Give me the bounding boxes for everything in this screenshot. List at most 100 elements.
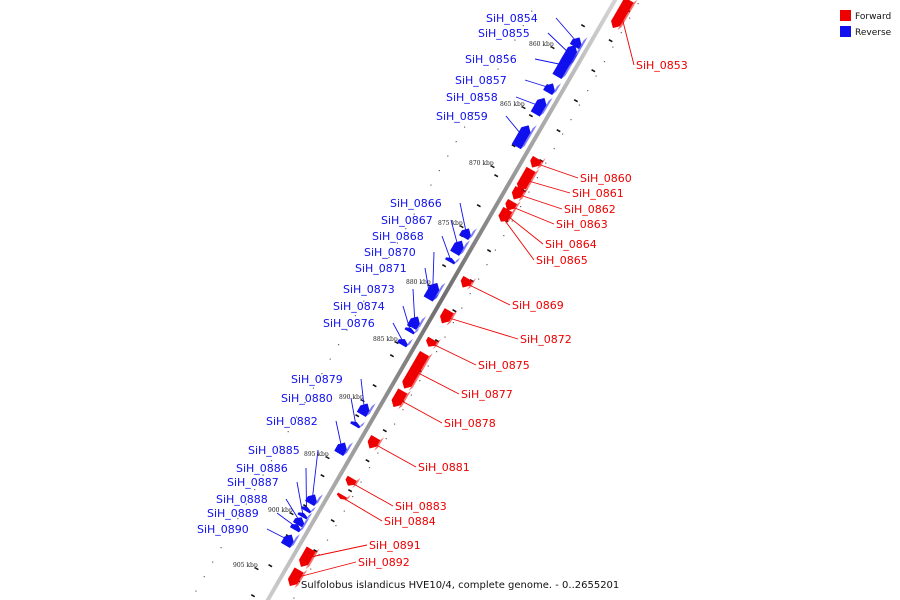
- gene-label-sih-0854[interactable]: SiH_0854: [486, 12, 538, 25]
- gene-arrow-sih-0880[interactable]: [350, 421, 365, 429]
- ruler-dot-left: [464, 126, 466, 128]
- ruler-dash-left: [476, 204, 481, 208]
- gene-arrow-sih-0861[interactable]: [516, 166, 540, 193]
- ruler-dash-left: [389, 353, 395, 358]
- ruler-dash-right: [347, 489, 353, 493]
- gene-arrow-sih-0854[interactable]: [569, 37, 588, 50]
- gene-label-sih-0853[interactable]: SiH_0853: [636, 59, 688, 72]
- ruler-dot-right: [520, 206, 522, 208]
- gene-label-sih-0877[interactable]: SiH_0877: [461, 388, 513, 401]
- gene-arrow-sih-0890[interactable]: [280, 534, 300, 549]
- gene-arrow-body: [336, 492, 348, 500]
- gene-arrow-shade: [314, 494, 324, 506]
- gene-arrow-sih-0869[interactable]: [460, 275, 477, 290]
- gene-label-sih-0858[interactable]: SiH_0858: [446, 91, 498, 104]
- gene-arrow-sih-0866[interactable]: [459, 228, 478, 241]
- gene-label-sih-0870[interactable]: SiH_0870: [364, 246, 416, 259]
- gene-label-sih-0892[interactable]: SiH_0892: [358, 556, 410, 569]
- gene-arrow-sih-0853[interactable]: [611, 0, 638, 31]
- kbp-tick-label: 900 kbp: [268, 507, 293, 514]
- gene-label-sih-0863[interactable]: SiH_0863: [556, 218, 608, 231]
- gene-label-sih-0861[interactable]: SiH_0861: [572, 187, 624, 200]
- ruler-dot-right: [293, 597, 295, 599]
- gene-arrow-sih-0887[interactable]: [297, 512, 313, 520]
- ruler-dot-left: [279, 445, 281, 447]
- ruler-dot-left: [354, 315, 356, 317]
- gene-arrow-sih-0892[interactable]: [287, 567, 308, 589]
- gene-arrow-sih-0868[interactable]: [444, 257, 460, 265]
- gene-arrow-sih-0862[interactable]: [511, 185, 529, 202]
- gene-label-sih-0881[interactable]: SiH_0881: [418, 461, 470, 474]
- gene-label-sih-0873[interactable]: SiH_0873: [343, 283, 395, 296]
- gene-label-sih-0876[interactable]: SiH_0876: [323, 317, 375, 330]
- gene-label-sih-0874[interactable]: SiH_0874: [333, 300, 385, 313]
- gene-arrow-sih-0872[interactable]: [440, 308, 458, 326]
- gene-arrow-shade: [536, 158, 546, 170]
- gene-label-sih-0879[interactable]: SiH_0879: [291, 373, 343, 386]
- gene-label-sih-0871[interactable]: SiH_0871: [355, 262, 407, 275]
- ruler-dot-left: [405, 228, 407, 230]
- gene-label-sih-0859[interactable]: SiH_0859: [436, 110, 488, 123]
- gene-arrow-sih-0859[interactable]: [511, 125, 537, 150]
- gene-label-sih-0869[interactable]: SiH_0869: [512, 299, 564, 312]
- gene-arrow-sih-0874[interactable]: [404, 327, 420, 335]
- gene-arrow-sih-0876[interactable]: [397, 338, 413, 348]
- gene-arrow-sih-0889[interactable]: [289, 523, 306, 533]
- gene-label-sih-0866[interactable]: SiH_0866: [390, 197, 442, 210]
- ruler-dot-left: [245, 503, 247, 505]
- gene-label-sih-0856[interactable]: SiH_0856: [465, 53, 517, 66]
- gene-label-sih-0855[interactable]: SiH_0855: [478, 27, 530, 40]
- gene-arrow-sih-0891[interactable]: [299, 546, 320, 570]
- gene-label-sih-0885[interactable]: SiH_0885: [248, 444, 300, 457]
- ruler-dot-right: [469, 293, 471, 295]
- gene-label-sih-0865[interactable]: SiH_0865: [536, 254, 588, 267]
- gene-arrow-sih-0863[interactable]: [505, 198, 521, 213]
- gene-arrow-sih-0886[interactable]: [300, 506, 316, 514]
- gene-label-sih-0875[interactable]: SiH_0875: [478, 359, 530, 372]
- gene-label-sih-0872[interactable]: SiH_0872: [520, 333, 572, 346]
- gene-arrow-sih-0865[interactable]: [498, 211, 514, 224]
- gene-arrow-sih-0860[interactable]: [530, 155, 546, 170]
- ruler-dot-left: [329, 358, 331, 360]
- gene-arrow-shade: [306, 512, 313, 520]
- gene-arrow-sih-0881[interactable]: [367, 434, 384, 451]
- gene-label-sih-0891[interactable]: SiH_0891: [369, 539, 421, 552]
- gene-arrow-body: [511, 125, 531, 150]
- gene-arrow-shade: [432, 339, 441, 349]
- gene-label-sih-0882[interactable]: SiH_0882: [266, 415, 318, 428]
- gene-arrow-sih-0885[interactable]: [305, 494, 324, 507]
- gene-label-sih-0883[interactable]: SiH_0883: [395, 500, 447, 513]
- gene-label-sih-0886[interactable]: SiH_0886: [236, 462, 288, 475]
- gene-arrow-shade: [305, 548, 320, 570]
- gene-label-sih-0889[interactable]: SiH_0889: [207, 507, 259, 520]
- gene-label-sih-0862[interactable]: SiH_0862: [564, 203, 616, 216]
- gene-arrow-sih-0857[interactable]: [543, 83, 562, 96]
- gene-label-sih-0867[interactable]: SiH_0867: [381, 214, 433, 227]
- gene-label-sih-0868[interactable]: SiH_0868: [372, 230, 424, 243]
- gene-arrow-sih-0873[interactable]: [407, 316, 427, 331]
- gene-arrow-sih-0858[interactable]: [530, 97, 553, 117]
- gene-label-sih-0878[interactable]: SiH_0878: [444, 417, 496, 430]
- gene-label-sih-0887[interactable]: SiH_0887: [227, 476, 279, 489]
- gene-label-sih-0884[interactable]: SiH_0884: [384, 515, 436, 528]
- gene-arrow-sih-0878[interactable]: [391, 388, 411, 410]
- gene-label-sih-0864[interactable]: SiH_0864: [545, 238, 597, 251]
- gene-arrow-sih-0867[interactable]: [450, 240, 470, 256]
- gene-arrow-sih-0856[interactable]: [552, 53, 579, 80]
- gene-label-sih-0860[interactable]: SiH_0860: [580, 172, 632, 185]
- kbp-ticks: 860 kbp 865 kbp 870 kbp 875 kbp 880 kbp 885 k…: [233, 41, 555, 571]
- gene-label-sih-0857[interactable]: SiH_0857: [455, 74, 507, 87]
- gene-label-sih-0890[interactable]: SiH_0890: [197, 523, 249, 536]
- gene-arrow-sih-0879[interactable]: [356, 403, 376, 418]
- gene-arrow-sih-0877[interactable]: [402, 350, 433, 391]
- gene-arrow-shade: [294, 569, 308, 589]
- ruler-dash-right: [608, 38, 613, 43]
- gene-arrow-sih-0884[interactable]: [336, 492, 351, 502]
- gene-arrow-sih-0883[interactable]: [345, 475, 361, 488]
- ruler-dot-left: [270, 460, 273, 462]
- gene-label-sih-0888[interactable]: SiH_0888: [216, 493, 268, 506]
- gene-arrow-sih-0875[interactable]: [426, 336, 441, 349]
- gene-arrow-sih-0882[interactable]: [334, 442, 354, 457]
- gene-label-sih-0880[interactable]: SiH_0880: [281, 392, 333, 405]
- gene-arrow-sih-0871[interactable]: [424, 293, 440, 301]
